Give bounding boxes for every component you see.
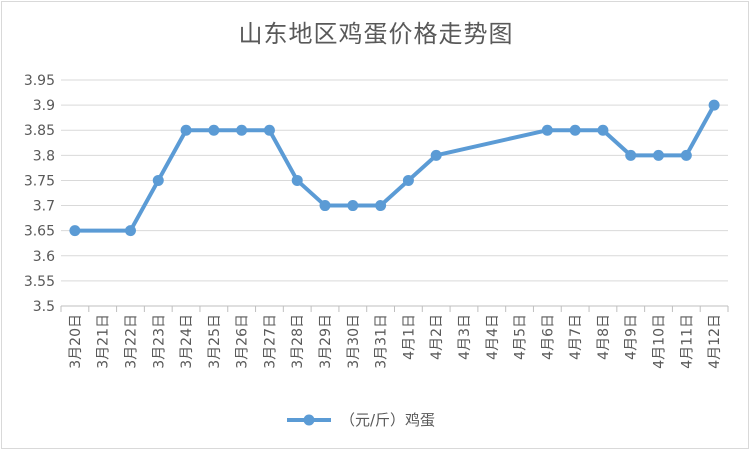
data-point (291, 174, 303, 186)
x-tick-label: 4月8日 (596, 314, 612, 360)
x-tick-label: 3月20日 (68, 314, 84, 369)
x-tick-label: 4月3日 (457, 314, 473, 360)
x-tick-label: 4月1日 (401, 314, 417, 360)
data-point (124, 225, 136, 237)
y-tick-label: 3.95 (24, 73, 55, 89)
x-tick-label: 3月22日 (123, 314, 139, 369)
x-tick-label: 4月4日 (485, 314, 501, 360)
x-tick-label: 4月9日 (624, 314, 640, 360)
data-point (597, 124, 609, 136)
x-tick-label: 4月5日 (513, 314, 529, 360)
x-tick-label: 4月11日 (679, 314, 695, 369)
data-point (69, 225, 81, 237)
data-point (625, 149, 637, 161)
data-point (319, 200, 331, 212)
data-point (402, 174, 414, 186)
legend-marker (303, 414, 315, 426)
x-tick-label: 3月26日 (235, 314, 251, 369)
y-tick-label: 3.9 (33, 98, 55, 114)
data-point (653, 149, 665, 161)
y-tick-label: 3.85 (24, 123, 55, 139)
legend: （元/斤）鸡蛋 (287, 411, 435, 429)
y-axis: 3.5 3.55 3.6 3.65 3.7 3.75 3.8 3.85 3.9 3.95 (24, 73, 55, 315)
x-axis: 3月20日 3月21日 3月22日 3月23日 3月24日 3月25日 3月26日 3月27日… (60, 305, 729, 369)
x-tick-label: 4月6日 (540, 314, 556, 360)
x-tick-label: 4月2日 (429, 314, 445, 360)
x-tick-label: 3月21日 (96, 314, 112, 369)
x-tick-label: 3月27日 (262, 314, 278, 369)
data-point (236, 124, 248, 136)
data-point (708, 99, 720, 111)
x-tick-label: 3月25日 (207, 314, 223, 369)
y-tick-label: 3.6 (33, 249, 55, 265)
x-tick-label: 3月30日 (346, 314, 362, 369)
data-point (208, 124, 220, 136)
data-point (569, 124, 581, 136)
data-point (180, 124, 192, 136)
data-point (263, 124, 275, 136)
y-tick-label: 3.5 (33, 299, 55, 315)
chart-title: 山东地区鸡蛋价格走势图 (238, 20, 514, 48)
data-point (541, 124, 553, 136)
x-tick-label: 3月31日 (374, 314, 390, 369)
x-tick-label: 3月23日 (151, 314, 167, 369)
x-tick-label: 3月28日 (290, 314, 306, 369)
legend-label: （元/斤）鸡蛋 (340, 411, 435, 429)
x-tick-label: 3月24日 (179, 314, 195, 369)
data-point (347, 200, 359, 212)
x-tick-label: 4月10日 (652, 314, 668, 369)
x-tick-label: 4月12日 (707, 314, 723, 369)
y-tick-label: 3.55 (24, 274, 55, 290)
y-tick-label: 3.75 (24, 173, 55, 189)
data-point (430, 149, 442, 161)
x-tick-label: 3月29日 (318, 314, 334, 369)
y-tick-label: 3.8 (33, 148, 55, 164)
y-tick-label: 3.7 (33, 199, 55, 215)
data-point (680, 149, 692, 161)
series-layer (69, 99, 720, 237)
data-point (152, 174, 164, 186)
x-tick-label: 4月7日 (568, 314, 584, 360)
y-tick-label: 3.65 (24, 224, 55, 240)
data-point (375, 200, 387, 212)
series-line (74, 104, 716, 233)
